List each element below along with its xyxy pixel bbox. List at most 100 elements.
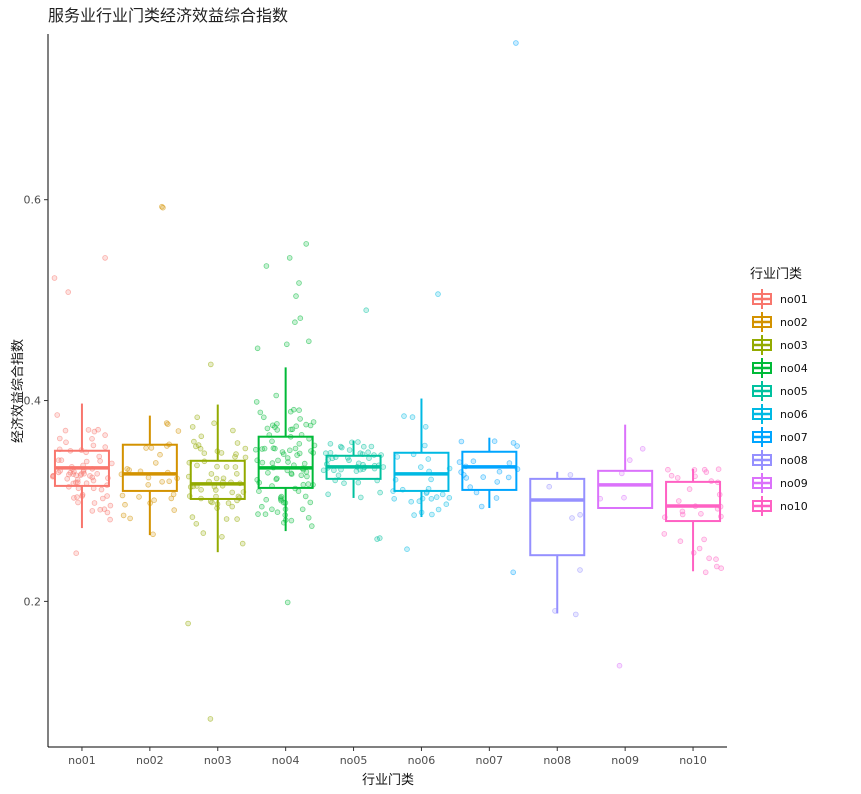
data-point [286,447,293,454]
plot-area [47,34,727,748]
outlier-point [292,319,298,326]
data-point [341,480,347,487]
y-tick-label: 0.4 [24,395,42,408]
data-point [325,491,331,498]
data-point [703,469,710,475]
data-point [674,475,681,481]
outlier-point [702,569,709,576]
data-point [242,445,249,452]
y-tick-label: 0.6 [24,194,42,207]
data-point [98,486,105,493]
data-point [189,514,196,520]
data-point [626,457,633,463]
box [665,480,722,523]
box-group-no01 [49,255,115,556]
data-point [151,497,157,504]
outlier-point [293,293,299,299]
data-point [357,494,364,501]
data-point [275,457,281,464]
data-point [83,480,90,487]
data-point [428,495,435,502]
data-point [425,456,432,462]
box-group-no05 [320,307,387,542]
data-point [293,423,300,430]
data-point [467,484,474,490]
data-point [288,470,295,477]
data-point [290,406,297,413]
data-point [85,427,92,433]
legend-label: no03 [780,339,808,352]
data-point [269,438,275,445]
data-point [234,440,241,446]
data-point [97,458,103,464]
legend-label: no02 [780,316,808,329]
box [393,451,450,492]
data-point [458,438,465,445]
data-point [713,556,719,562]
data-point [284,455,291,461]
data-point [269,460,276,466]
data-point [428,476,434,483]
data-point [304,473,310,480]
data-point [300,481,307,488]
outlier-point [296,280,302,286]
data-point [102,432,108,438]
data-point [288,517,295,524]
data-point [456,459,463,465]
data-point [435,506,442,513]
data-point [355,479,362,486]
outlier-point [160,204,166,211]
legend-label: no10 [780,500,808,513]
data-point [401,413,407,419]
data-point [62,427,69,434]
data-point [679,508,686,515]
data-point [230,427,236,434]
outlier-point [185,620,191,627]
data-point [143,445,149,451]
outlier-point [51,275,58,281]
data-point [303,421,309,428]
outlier-point [283,341,290,348]
data-point [102,444,108,450]
outlier-point [303,241,310,247]
data-point [119,492,126,499]
legend-item-no06: no06 [752,404,808,424]
data-point [170,491,177,498]
data-point [696,545,703,552]
legend-label: no07 [780,431,808,444]
data-point [429,511,435,518]
data-point [305,481,312,487]
data-point [198,433,205,440]
data-point [377,489,383,496]
data-point [253,446,259,453]
data-point [718,565,724,571]
data-point [200,530,207,536]
legend-label: no01 [780,293,808,306]
data-point [75,499,81,506]
data-point [126,467,132,473]
legend-item-no10: no10 [752,496,808,516]
data-point [90,442,97,449]
data-point [417,464,424,470]
data-point [233,451,239,457]
data-point [63,439,69,446]
data-point [675,498,682,504]
data-point [698,510,704,517]
box-group-no03 [185,361,249,722]
data-point [89,508,96,514]
data-point [232,464,239,470]
x-tick-label: no04 [272,754,300,767]
data-point [122,501,128,508]
data-point [446,494,453,501]
legend: 行业门类 no01 no02 no03 no04 no05 no06 no07 no08 no0… [750,267,808,516]
data-point [54,412,60,418]
data-point [109,460,115,467]
data-point [239,540,246,547]
data-point [310,419,317,425]
legend-label: no05 [780,385,808,398]
data-point [58,457,65,464]
data-point [409,414,416,420]
x-tick-label: no01 [68,754,96,767]
data-point [577,511,583,518]
data-point [470,458,477,465]
